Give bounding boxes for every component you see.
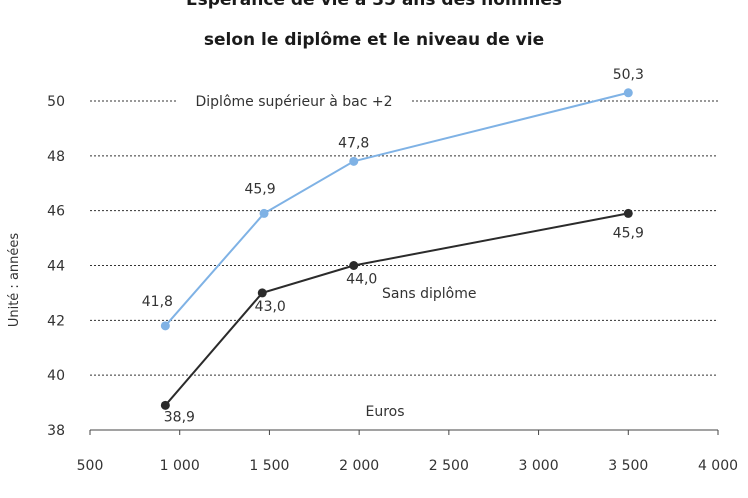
- x-tick-label: 500: [77, 458, 104, 474]
- data-label: 44,0: [346, 272, 377, 288]
- series-name-label: Sans diplôme: [382, 286, 476, 302]
- x-tick-label: 1 000: [160, 458, 200, 474]
- y-tick-label: 40: [47, 368, 65, 384]
- x-tick-label: 4 000: [698, 458, 738, 474]
- data-point: [160, 400, 170, 410]
- series-line-0: [164, 91, 629, 327]
- series-line-1: [164, 212, 629, 406]
- x-tick-label: 2 500: [429, 458, 469, 474]
- chart-subtitle: selon le diplôme et le niveau de vie: [203, 30, 545, 50]
- data-point: [349, 156, 359, 166]
- chart-title: Espérance de vie à 35 ans des hommes: [185, 0, 563, 10]
- y-axis-label: Unité : années: [7, 233, 22, 328]
- data-label: 47,8: [338, 135, 369, 151]
- data-label: 41,8: [142, 294, 173, 310]
- x-tick-label: 1 500: [249, 458, 289, 474]
- data-label: 50,3: [613, 67, 644, 83]
- x-tick-label: 2 000: [339, 458, 379, 474]
- data-label: 43,0: [255, 299, 286, 315]
- data-label: 45,9: [244, 181, 275, 197]
- data-point: [160, 321, 170, 331]
- data-point: [257, 288, 267, 298]
- data-point: [623, 208, 633, 218]
- y-tick-label: 50: [47, 94, 65, 110]
- data-point: [623, 88, 633, 98]
- y-tick-label: 38: [47, 423, 65, 439]
- x-tick-label: 3 500: [608, 458, 648, 474]
- y-tick-label: 48: [47, 149, 65, 165]
- y-tick-label: 44: [47, 259, 65, 275]
- data-point: [259, 208, 269, 218]
- data-label: 38,9: [164, 409, 195, 425]
- data-point: [349, 261, 359, 270]
- y-tick-label: 42: [47, 313, 65, 329]
- x-axis-label: Euros: [365, 404, 404, 420]
- series-name-label: Diplôme supérieur à bac +2: [196, 94, 393, 110]
- data-label: 45,9: [613, 225, 644, 241]
- x-tick-label: 3 000: [519, 458, 559, 474]
- y-tick-label: 46: [47, 204, 65, 220]
